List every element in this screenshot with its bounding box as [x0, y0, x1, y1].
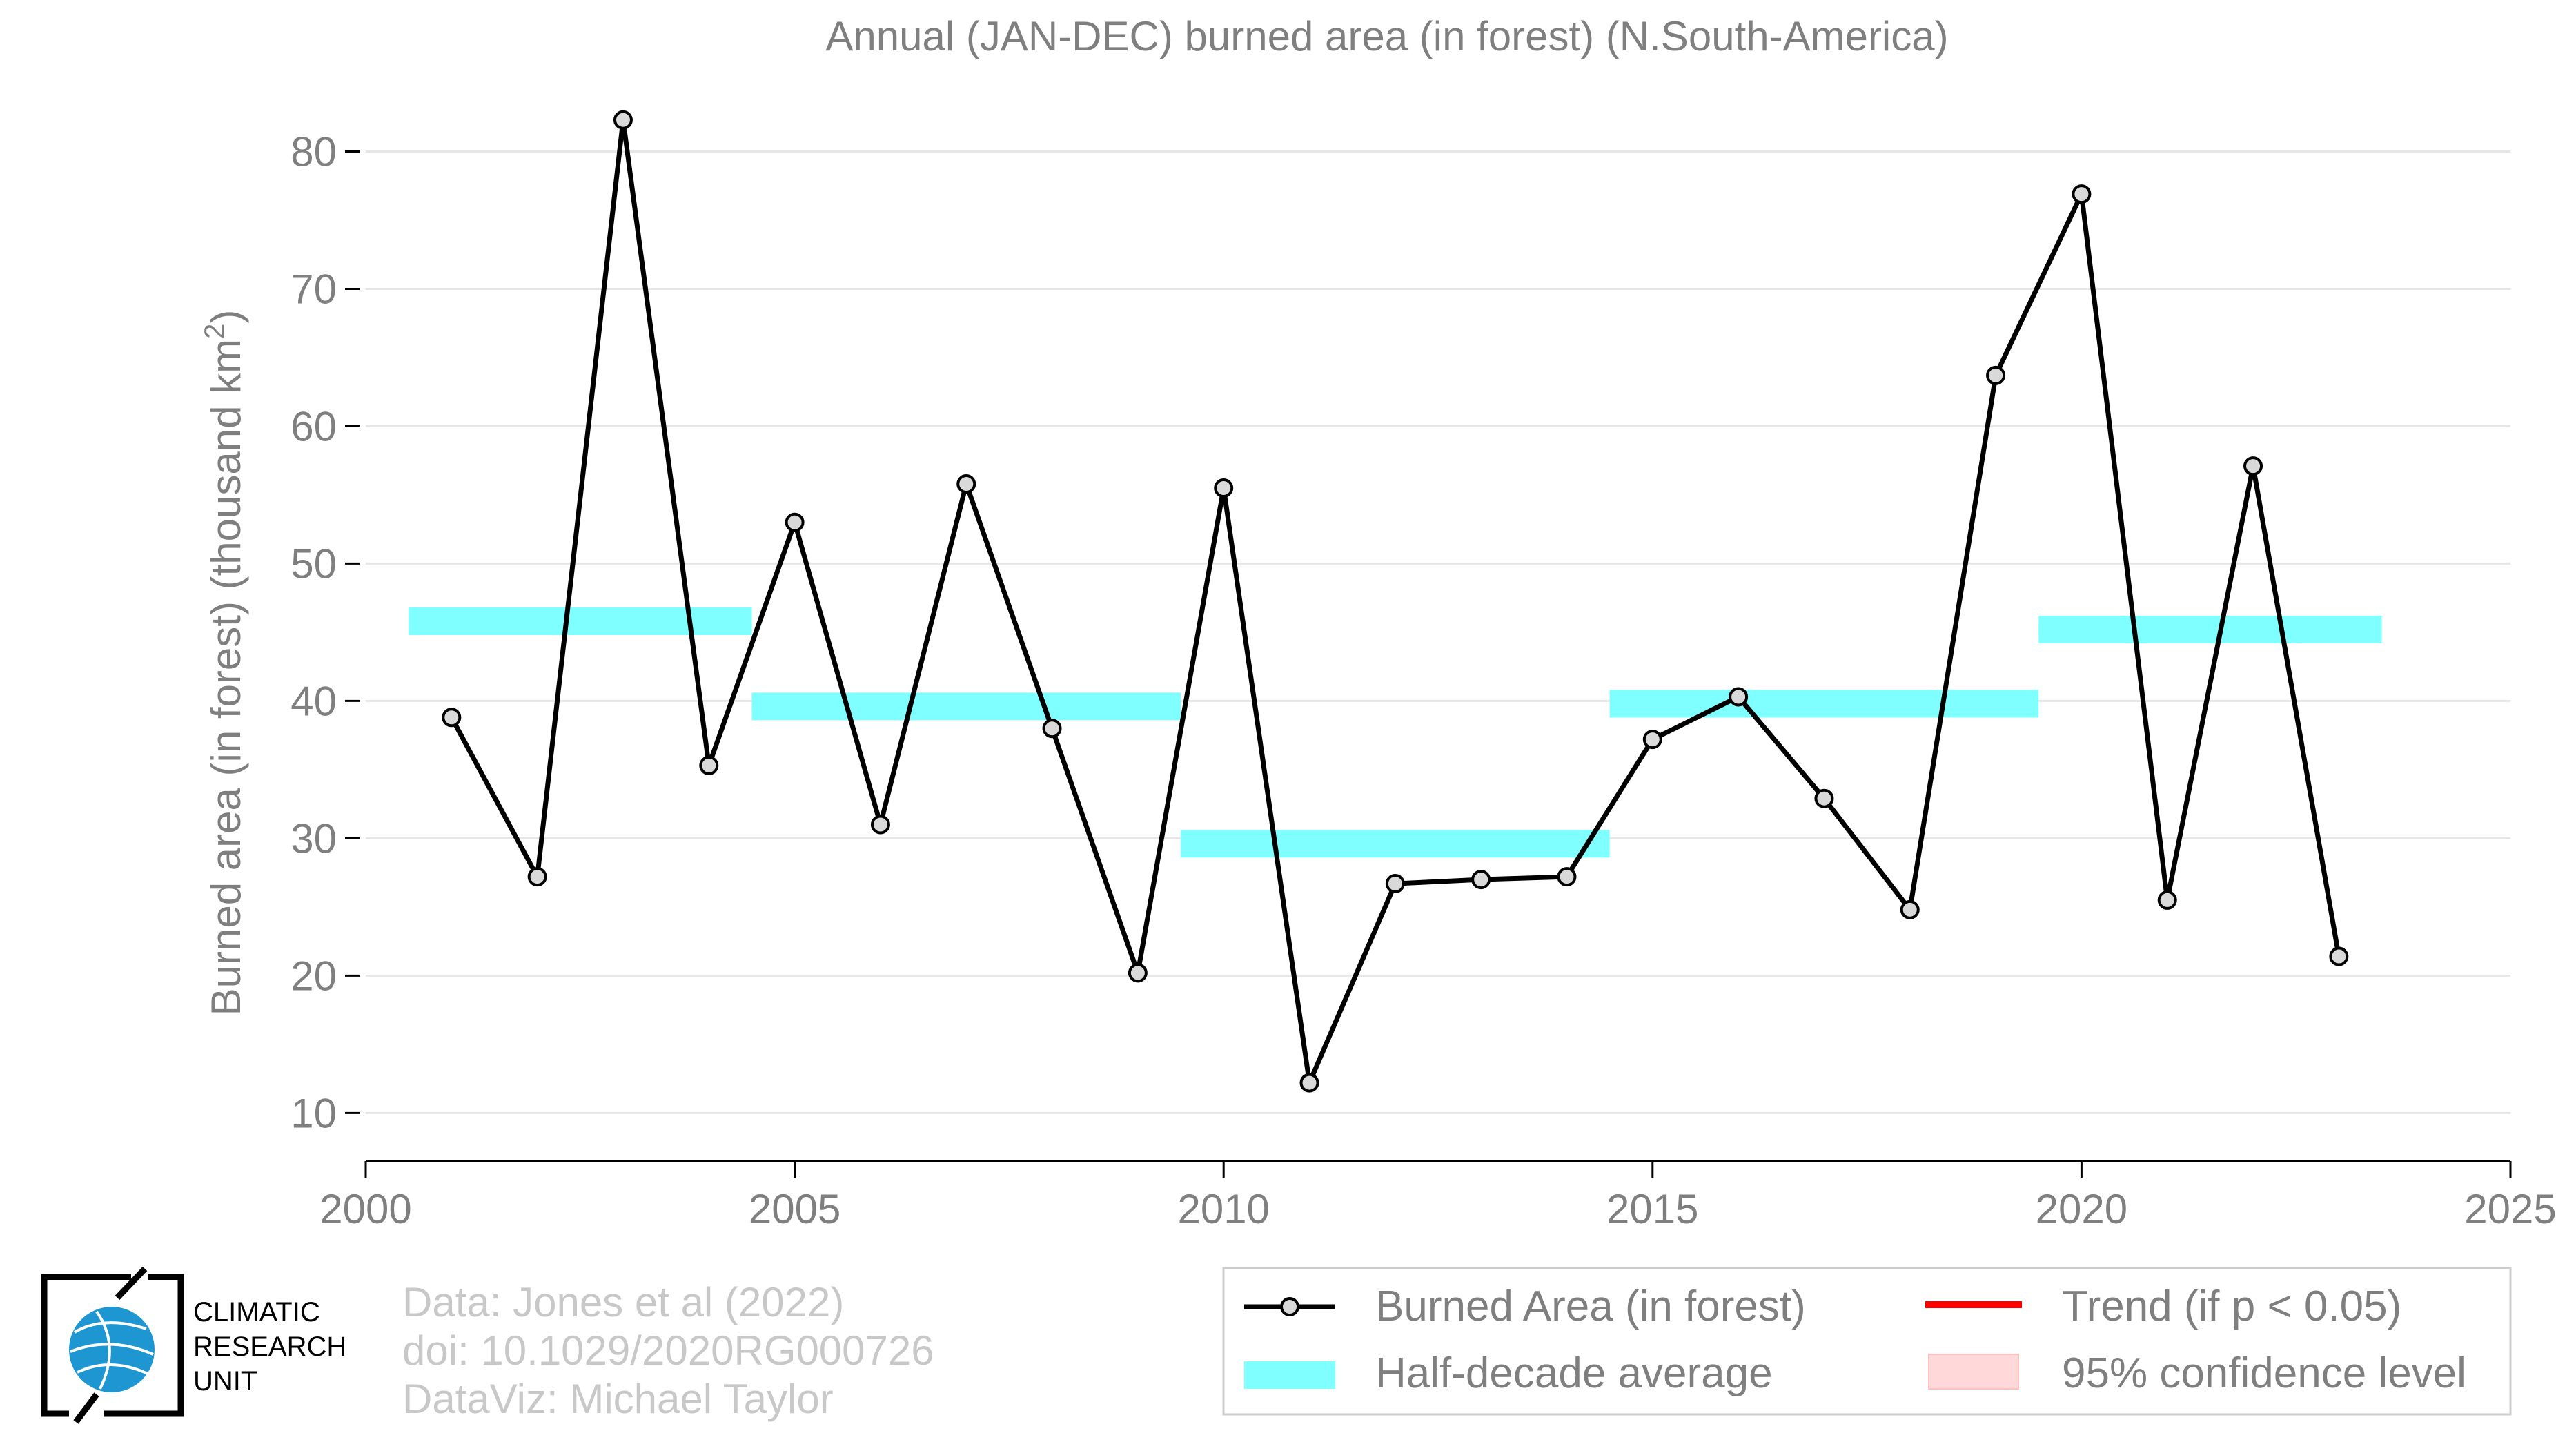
logo-text-climatic: CLIMATIC — [193, 1297, 320, 1327]
legend-series-label: Burned Area (in forest) — [1375, 1283, 1806, 1330]
cru-logo: CLIMATIC RESEARCH UNIT — [41, 1266, 346, 1424]
credit-data: Data: Jones et al (2022) — [402, 1279, 844, 1325]
y-tick-label: 50 — [291, 541, 337, 587]
data-point — [956, 474, 976, 494]
data-point — [2329, 946, 2349, 966]
y-tick-label: 20 — [291, 953, 337, 999]
half-decade-average-bar — [2038, 615, 2382, 643]
x-tick-label: 2010 — [1177, 1186, 1269, 1232]
data-point — [785, 512, 805, 532]
data-point — [2157, 890, 2177, 910]
y-tick-label: 70 — [291, 266, 337, 312]
credits: Data: Jones et al (2022) doi: 10.1029/20… — [402, 1279, 934, 1422]
y-axis-label-superscript: 2 — [199, 324, 230, 339]
data-point — [1042, 719, 1062, 739]
data-point — [442, 708, 462, 728]
half-decade-average-bar — [1609, 690, 2039, 718]
legend-confidence-swatch — [1928, 1354, 2019, 1390]
chart-title: Annual (JAN-DEC) burned area (in forest)… — [825, 13, 1948, 59]
data-point — [870, 815, 890, 835]
half-decade-averages — [409, 607, 2382, 858]
series-line — [449, 117, 2341, 1086]
legend: Burned Area (in forest) Half-decade aver… — [1222, 1267, 2512, 1416]
data-point — [1986, 365, 2006, 385]
globe-icon — [69, 1307, 155, 1392]
logo-slash-icon — [115, 1266, 148, 1301]
data-point — [1814, 788, 1834, 808]
data-point — [1385, 874, 1405, 894]
x-tick-label: 2020 — [2036, 1186, 2127, 1232]
y-tick-label: 40 — [291, 678, 337, 724]
data-point — [1642, 730, 1662, 750]
data-point — [1471, 870, 1491, 890]
legend-confidence-label: 95% confidence level — [2062, 1350, 2466, 1397]
logo-text-research: RESEARCH — [193, 1332, 346, 1362]
x-tick-label: 2005 — [749, 1186, 840, 1232]
data-point — [1729, 687, 1749, 707]
series-markers — [442, 110, 2349, 1093]
y-tick-label: 60 — [291, 403, 337, 449]
legend-series-marker — [1280, 1297, 1299, 1316]
legend-trend-label: Trend (if p < 0.05) — [2062, 1283, 2401, 1330]
x-tick-labels: 2000 2005 2010 2015 2020 2025 — [319, 1161, 2557, 1232]
y-axis-label: Burned area (in forest) (thousand km2) — [199, 310, 249, 1016]
data-point — [527, 867, 547, 887]
globe-swirl-icon — [70, 1310, 154, 1390]
x-tick-label: 2025 — [2464, 1186, 2556, 1232]
data-point — [613, 110, 633, 130]
y-axis-label-text: Burned area (in forest) (thousand km — [203, 339, 249, 1015]
data-point — [2243, 456, 2263, 476]
legend-average-label: Half-decade average — [1375, 1350, 1773, 1397]
data-point — [1557, 867, 1577, 887]
y-tick-label: 80 — [291, 128, 337, 175]
legend-frame — [1222, 1267, 2512, 1416]
data-point — [1900, 899, 1920, 919]
data-point — [1128, 963, 1148, 983]
y-tick-labels: 10 20 30 40 50 60 70 80 — [291, 128, 360, 1136]
credit-dataviz: DataViz: Michael Taylor — [402, 1376, 834, 1422]
y-tick-label: 10 — [291, 1090, 337, 1136]
legend-average-swatch — [1244, 1361, 1335, 1389]
data-point — [699, 755, 719, 775]
data-point — [1299, 1073, 1319, 1093]
series-line-group — [449, 117, 2341, 1086]
data-point — [2072, 184, 2092, 204]
half-decade-average-bar — [409, 607, 752, 636]
data-point — [1214, 478, 1234, 498]
logo-slash-bottom-icon — [73, 1392, 99, 1424]
y-axis-label-close: ) — [203, 310, 249, 324]
x-tick-label: 2015 — [1606, 1186, 1698, 1232]
half-decade-average-bar — [1181, 830, 1610, 858]
logo-text-unit: UNIT — [193, 1366, 257, 1396]
logo-frame-icon — [41, 1274, 184, 1417]
half-decade-average-bar — [751, 692, 1181, 721]
credit-doi: doi: 10.1029/2020RG000726 — [402, 1327, 934, 1374]
y-tick-label: 30 — [291, 815, 337, 861]
x-tick-label: 2000 — [319, 1186, 411, 1232]
